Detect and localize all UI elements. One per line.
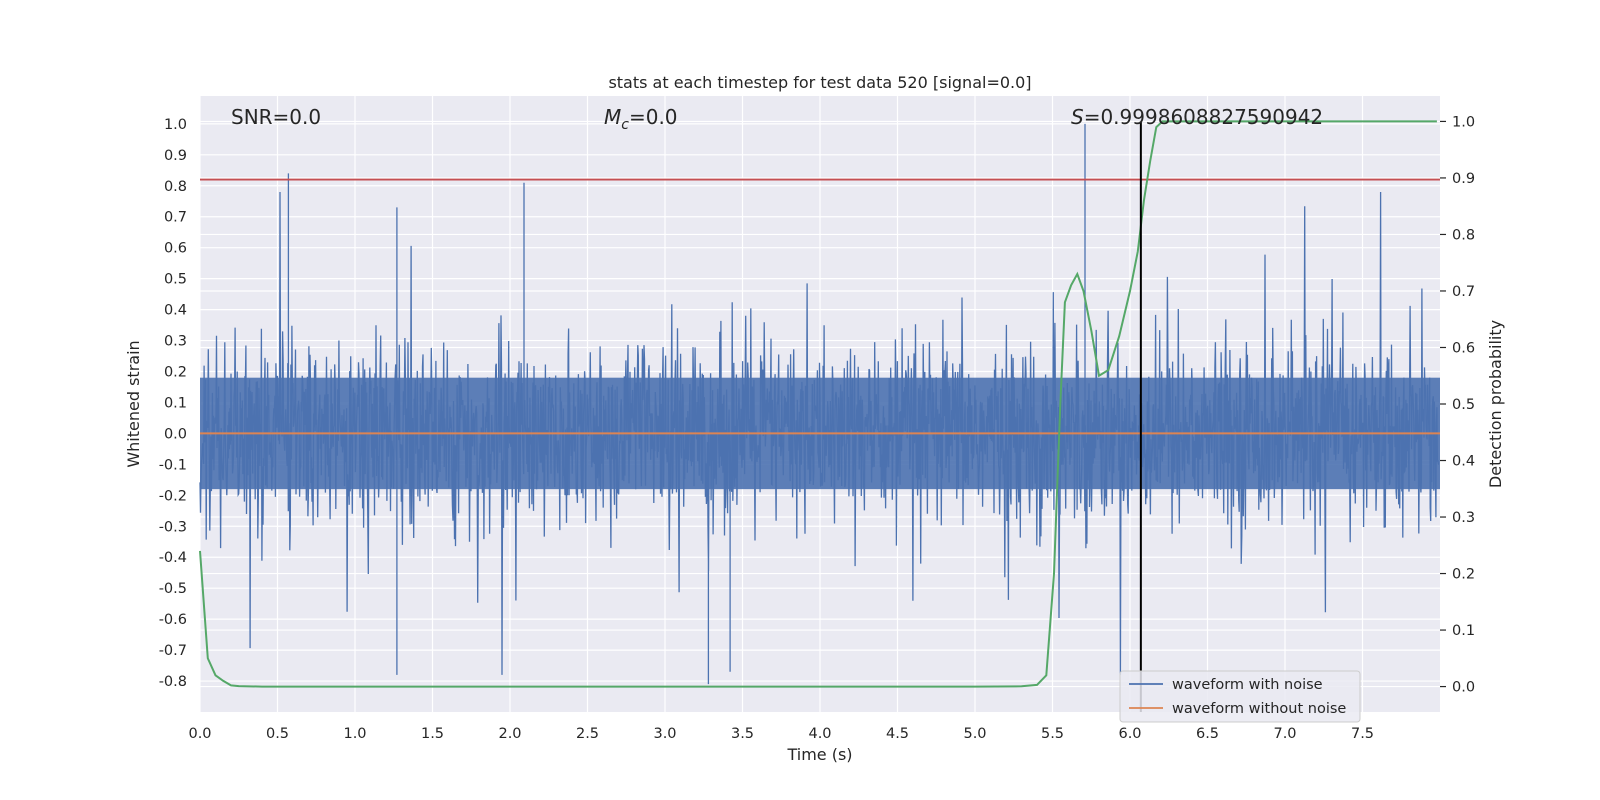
- annotation-snr: SNR=0.0: [231, 105, 321, 129]
- annotation-mc: Mc=0.0: [604, 105, 678, 133]
- x-tick-label: 6.5: [1196, 726, 1219, 742]
- x-axis-label: Time (s): [786, 745, 852, 764]
- y2-tick-label: 0.8: [1452, 227, 1475, 243]
- series-detection-probability: [199, 120, 1437, 688]
- annotation-score-symbol: S: [1071, 105, 1084, 129]
- legend-box: [1119, 670, 1361, 723]
- y2-tick-label: 0.3: [1452, 510, 1475, 526]
- y-tick-label: 0.5: [164, 272, 187, 288]
- annotation-mc-value: =0.0: [629, 105, 678, 129]
- y-tick-label: -0.4: [159, 550, 187, 566]
- x-tick-label: 4.0: [808, 726, 831, 742]
- y-axis-right: 1.0 0.9 0.8 0.7 0.6 0.5 0.4 0.3 0.2 0.1 0.0: [1440, 114, 1475, 696]
- y2-axis-label: Detection probability: [1486, 320, 1505, 488]
- x-tick-label: 1.5: [421, 726, 444, 742]
- y-tick-label: 0.3: [164, 334, 187, 350]
- annotation-score-value: =0.9998608827590942: [1084, 105, 1323, 129]
- x-tick-label: 4.5: [886, 726, 909, 742]
- y2-tick-label: 0.7: [1452, 284, 1475, 300]
- legend: waveform with noise waveform without noi…: [1119, 670, 1361, 723]
- y-tick-label: -0.7: [159, 643, 187, 659]
- x-tick-label: 7.5: [1351, 726, 1374, 742]
- y2-tick-label: 1.0: [1452, 114, 1475, 130]
- y2-tick-label: 0.1: [1452, 623, 1475, 639]
- x-tick-label: 1.0: [343, 726, 366, 742]
- y-tick-label: 0.7: [164, 210, 187, 226]
- y-tick-label: 0.2: [164, 364, 187, 380]
- x-tick-label: 2.0: [498, 726, 521, 742]
- x-tick-label: 3.0: [653, 726, 676, 742]
- y2-tick-label: 0.5: [1452, 397, 1475, 413]
- annotation-mc-subscript: c: [621, 117, 629, 133]
- y-tick-label: -0.8: [159, 674, 187, 690]
- y2-tick-label: 0.9: [1452, 171, 1475, 187]
- x-tick-label: 3.5: [731, 726, 754, 742]
- y2-tick-label: 0.4: [1452, 454, 1475, 470]
- annotation-score: S=0.9998608827590942: [1071, 105, 1323, 129]
- legend-label-clean: waveform without noise: [1172, 701, 1346, 717]
- y-tick-label: -0.6: [159, 612, 187, 628]
- annotation-mc-symbol: M: [604, 105, 621, 129]
- x-axis: 0.0 0.5 1.0 1.5 2.0 2.5 3.0 3.5 4.0 4.5 5.0 5.5 6.0 6…: [188, 726, 1374, 742]
- x-tick-label: 5.0: [963, 726, 986, 742]
- y-axis-left: 1.0 0.9 0.8 0.7 0.6 0.5 0.4 0.3 0.2 0.1 0.0 -0.1 -0.…: [159, 117, 187, 690]
- y-tick-label: 0.8: [164, 179, 187, 195]
- x-tick-label: 6.0: [1118, 726, 1141, 742]
- x-tick-label: 7.0: [1273, 726, 1296, 742]
- probability-line: [199, 120, 1437, 688]
- x-tick-label: 0.5: [266, 726, 289, 742]
- y2-tick-label: 0.2: [1452, 567, 1475, 583]
- y-tick-label: 1.0: [164, 117, 187, 133]
- y2-tick-label: 0.6: [1452, 340, 1475, 356]
- y-tick-label: -0.2: [159, 488, 187, 504]
- y-tick-label: 0.0: [164, 426, 187, 442]
- y-tick-label: -0.5: [159, 581, 187, 597]
- y-axis-label: Whitened strain: [124, 340, 143, 467]
- x-tick-label: 5.5: [1041, 726, 1064, 742]
- chart-title: stats at each timestep for test data 520…: [608, 73, 1031, 92]
- x-tick-label: 2.5: [576, 726, 599, 742]
- y-tick-label: 0.1: [164, 395, 187, 411]
- y-tick-label: 0.9: [164, 148, 187, 164]
- legend-label-noise: waveform with noise: [1172, 677, 1323, 693]
- y-tick-label: 0.6: [164, 241, 187, 257]
- y-tick-label: -0.1: [159, 457, 187, 473]
- x-tick-label: 0.0: [188, 726, 211, 742]
- y-tick-label: 0.4: [164, 303, 187, 319]
- y2-tick-label: 0.0: [1452, 680, 1475, 696]
- y-tick-label: -0.3: [159, 519, 187, 535]
